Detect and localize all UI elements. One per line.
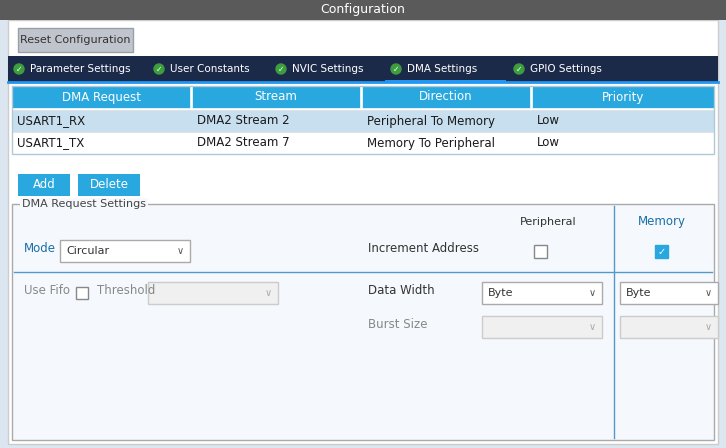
Text: DMA Request Settings: DMA Request Settings <box>22 199 146 209</box>
Text: Threshold: Threshold <box>97 284 155 297</box>
Text: Memory To Peripheral: Memory To Peripheral <box>367 137 495 150</box>
Bar <box>385 80 506 82</box>
Circle shape <box>514 64 524 74</box>
Text: Delete: Delete <box>89 178 129 191</box>
Text: Increment Address: Increment Address <box>368 242 479 255</box>
Text: ✓: ✓ <box>658 246 666 257</box>
Text: Burst Size: Burst Size <box>368 319 428 332</box>
Text: ✓: ✓ <box>393 65 399 73</box>
Bar <box>18 174 70 196</box>
Bar <box>192 86 360 108</box>
Text: Add: Add <box>33 178 55 191</box>
Circle shape <box>276 64 286 74</box>
Text: Peripheral To Memory: Peripheral To Memory <box>367 115 495 128</box>
Text: GPIO Settings: GPIO Settings <box>530 64 602 74</box>
Bar <box>20 198 148 210</box>
Text: ∨: ∨ <box>589 322 595 332</box>
Bar <box>385 56 506 82</box>
Text: Priority: Priority <box>602 90 644 103</box>
Bar <box>620 316 718 338</box>
Text: Circular: Circular <box>66 246 109 256</box>
Text: Stream: Stream <box>255 90 298 103</box>
Text: ∨: ∨ <box>264 288 272 298</box>
Bar <box>12 86 190 108</box>
Bar <box>76 287 88 299</box>
Text: Mode: Mode <box>24 242 56 255</box>
Text: ∨: ∨ <box>176 246 184 256</box>
Text: ∨: ∨ <box>704 288 711 298</box>
Bar <box>482 282 602 304</box>
Text: ∨: ∨ <box>704 322 711 332</box>
Bar <box>148 282 278 304</box>
Bar <box>0 0 726 20</box>
Text: ✓: ✓ <box>156 65 162 73</box>
Text: Data Width: Data Width <box>368 284 435 297</box>
Text: DMA2 Stream 2: DMA2 Stream 2 <box>197 115 290 128</box>
Text: DMA Request: DMA Request <box>62 90 141 103</box>
Text: USART1_TX: USART1_TX <box>17 137 84 150</box>
Text: ∨: ∨ <box>589 288 595 298</box>
Bar <box>362 86 530 108</box>
Bar <box>12 86 714 154</box>
Text: Peripheral: Peripheral <box>520 217 576 227</box>
Bar <box>148 56 268 82</box>
Text: ✓: ✓ <box>515 65 522 73</box>
Text: Byte: Byte <box>626 288 651 298</box>
Bar <box>18 28 133 52</box>
Bar <box>620 282 718 304</box>
Bar <box>12 132 714 154</box>
Text: Configuration: Configuration <box>321 4 405 17</box>
Bar <box>60 240 190 262</box>
Text: Low: Low <box>537 137 560 150</box>
Bar <box>8 56 146 82</box>
Text: DMA Settings: DMA Settings <box>407 64 477 74</box>
Text: DMA2 Stream 7: DMA2 Stream 7 <box>197 137 290 150</box>
Bar <box>655 245 668 258</box>
Bar <box>8 56 718 82</box>
Text: Memory: Memory <box>638 215 686 228</box>
Text: Low: Low <box>537 115 560 128</box>
Text: ✓: ✓ <box>278 65 284 73</box>
Bar <box>12 110 714 132</box>
Bar <box>270 56 383 82</box>
Bar <box>482 316 602 338</box>
Text: ✓: ✓ <box>16 65 23 73</box>
Text: Parameter Settings: Parameter Settings <box>30 64 131 74</box>
Bar <box>508 56 634 82</box>
Text: User Constants: User Constants <box>170 64 250 74</box>
Circle shape <box>154 64 164 74</box>
Bar <box>534 245 547 258</box>
Text: Use Fifo: Use Fifo <box>24 284 70 297</box>
Text: Byte: Byte <box>488 288 513 298</box>
Circle shape <box>391 64 401 74</box>
Bar <box>532 86 714 108</box>
Bar <box>78 174 140 196</box>
Text: NVIC Settings: NVIC Settings <box>292 64 364 74</box>
Text: Direction: Direction <box>419 90 473 103</box>
Bar <box>12 204 714 440</box>
Text: Reset Configuration: Reset Configuration <box>20 35 131 45</box>
Circle shape <box>14 64 24 74</box>
Text: USART1_RX: USART1_RX <box>17 115 85 128</box>
